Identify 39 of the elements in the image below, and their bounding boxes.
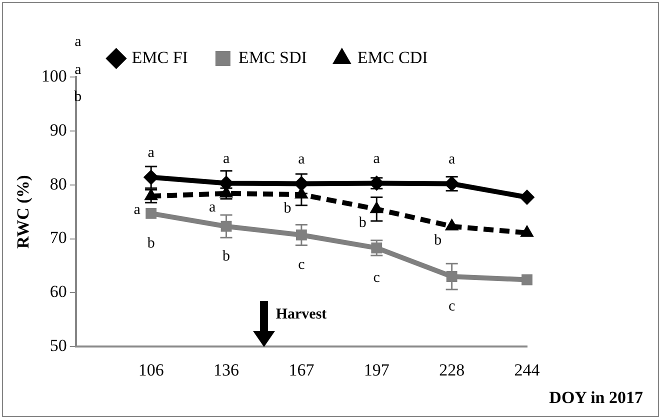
annotation: b: [284, 200, 292, 216]
y-tick-label: 90: [50, 120, 67, 140]
x-tick-label: 106: [138, 360, 164, 380]
annotation: a: [373, 151, 380, 168]
legend-label: EMC CDI: [357, 48, 428, 67]
y-tick-label: 80: [50, 174, 67, 194]
annotation: b: [434, 232, 442, 248]
annotation: a: [208, 199, 216, 216]
x-axis-title: DOY in 2017: [549, 388, 644, 407]
annotation: Harvest: [276, 306, 327, 322]
annotation: a: [448, 152, 456, 168]
annotation: b: [358, 215, 366, 232]
point: [520, 190, 534, 205]
point: [146, 208, 157, 219]
annotation: c: [373, 270, 380, 286]
annotation: a: [74, 62, 82, 78]
annotation: a: [222, 151, 230, 168]
y-tick-label: 60: [50, 282, 67, 302]
y-tick-label: 50: [50, 336, 67, 356]
x-tick-label: 136: [214, 360, 240, 380]
annotation: c: [448, 298, 456, 314]
x-tick-label: 244: [514, 360, 540, 380]
point: [522, 274, 532, 286]
annotation: b: [147, 235, 155, 252]
legend-label: EMC FI: [132, 48, 188, 67]
legend-label: EMC SDI: [238, 48, 308, 67]
annotation: a: [134, 202, 141, 218]
annotation: b: [74, 88, 82, 105]
y-axis-title: RWC (%): [14, 175, 33, 249]
y-tick-label: 70: [50, 228, 67, 248]
y-tick-label: 100: [41, 66, 67, 86]
annotation: b: [222, 248, 230, 264]
text: a: [74, 34, 82, 50]
annotation: a: [148, 145, 155, 162]
x-tick-label: 167: [288, 360, 315, 380]
x-tick-label: 197: [364, 360, 390, 380]
annotation: a: [298, 152, 306, 168]
x-tick-label: 228: [439, 360, 465, 380]
annotation: c: [298, 256, 306, 273]
